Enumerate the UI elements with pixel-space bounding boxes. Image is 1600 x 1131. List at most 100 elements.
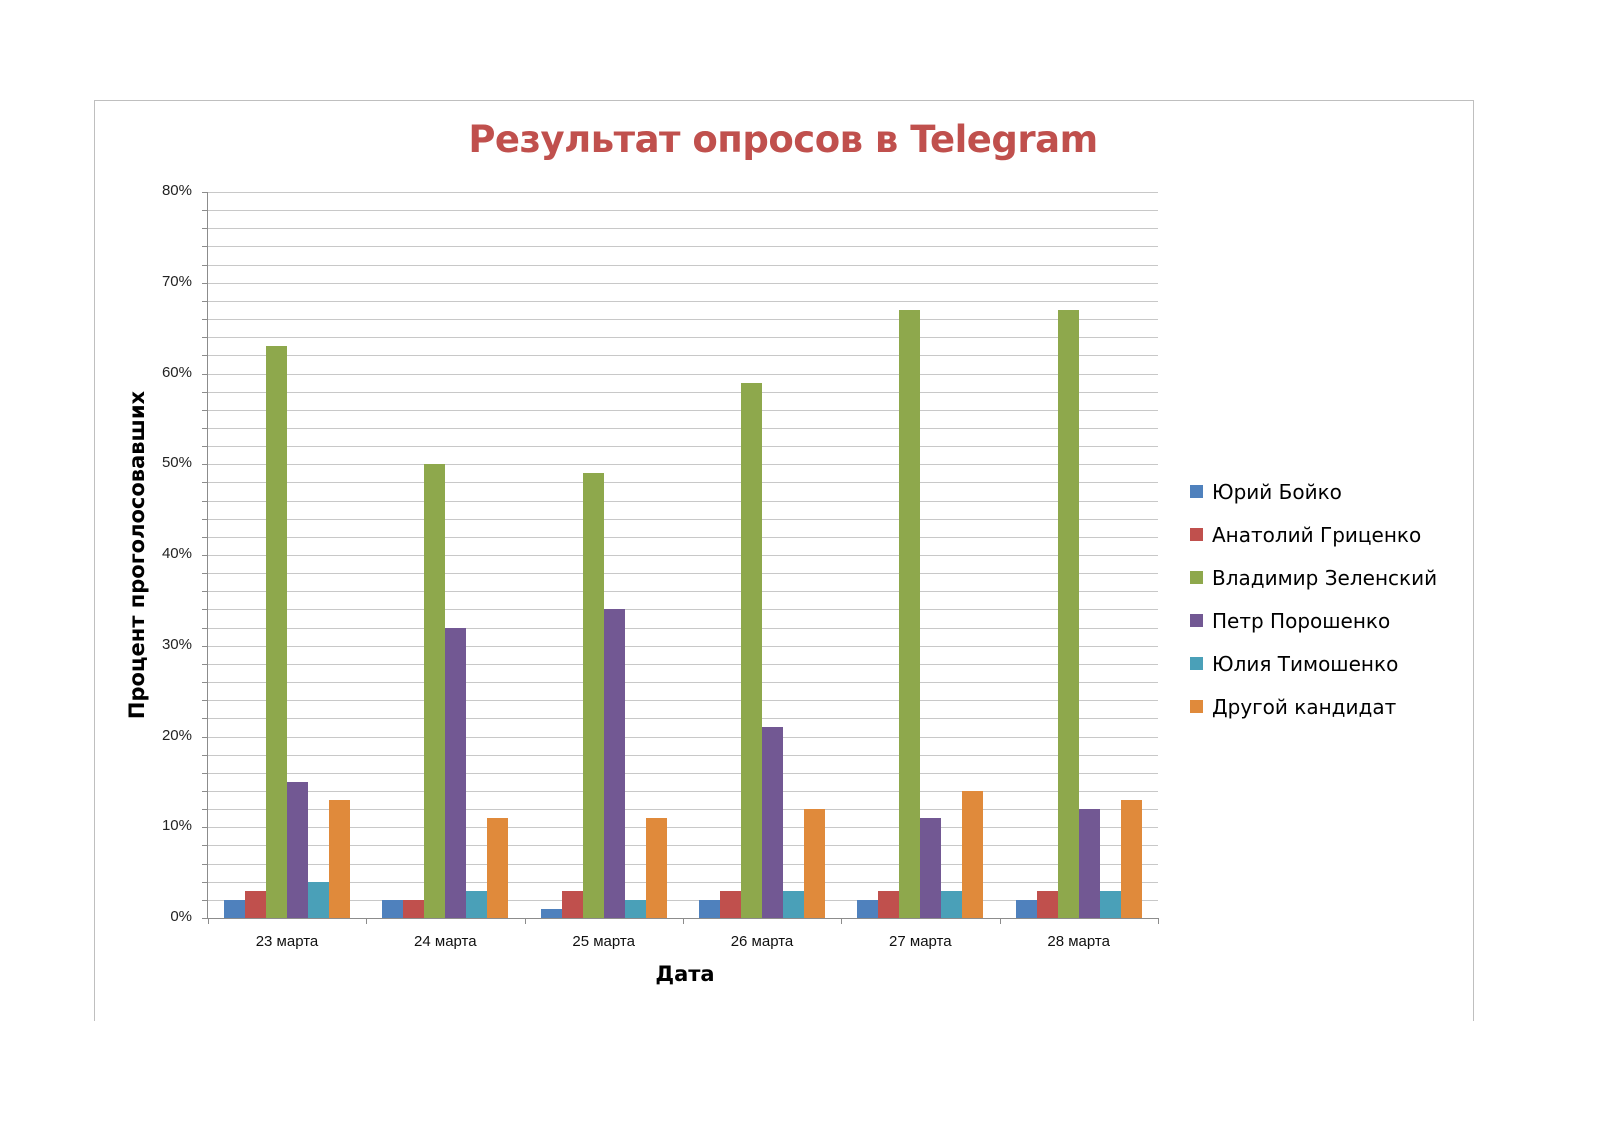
legend-swatch-icon <box>1190 614 1203 627</box>
gridline <box>208 863 1158 865</box>
bar <box>1036 890 1058 918</box>
y-tick-mark <box>202 881 208 883</box>
y-tick-mark <box>202 918 208 919</box>
x-axis-title: Дата <box>655 962 715 986</box>
legend-item: Другой кандидат <box>1190 685 1437 728</box>
gridline <box>208 228 1158 230</box>
bar <box>857 899 879 918</box>
y-tick-mark <box>202 682 208 684</box>
y-tick-mark <box>202 337 208 339</box>
bar <box>540 908 562 918</box>
bar <box>645 818 667 918</box>
bar <box>582 473 604 918</box>
bar <box>382 899 404 918</box>
bar <box>699 899 720 918</box>
bar <box>329 800 350 918</box>
gridline <box>208 790 1158 792</box>
gridline <box>208 246 1158 248</box>
y-tick-mark <box>202 446 208 448</box>
x-tick-mark <box>208 918 209 924</box>
y-tick-mark <box>202 627 208 629</box>
bar <box>1120 800 1142 918</box>
plot-area <box>208 192 1158 918</box>
y-tick-mark <box>202 772 208 774</box>
gridline <box>208 754 1158 756</box>
chart-frame <box>94 100 1474 1021</box>
y-tick-mark <box>202 464 208 466</box>
bar <box>445 627 467 918</box>
y-tick-mark <box>202 210 208 212</box>
gridline <box>208 355 1158 357</box>
legend-label: Петр Порошенко <box>1212 608 1391 633</box>
y-tick-mark <box>202 555 208 556</box>
x-tick-label: 27 марта <box>889 933 952 950</box>
bar <box>308 881 329 918</box>
gridline <box>208 518 1158 520</box>
gridline <box>208 264 1158 266</box>
y-tick-mark <box>202 573 208 575</box>
y-tick-label: 30% <box>161 635 192 653</box>
gridline <box>208 609 1158 611</box>
chart-title: Результат опросов в Telegram <box>468 118 1098 161</box>
y-tick-mark <box>202 645 208 647</box>
y-tick-mark <box>202 863 208 865</box>
gridline <box>208 809 1158 811</box>
gridline <box>208 663 1158 665</box>
y-tick-mark <box>202 536 208 538</box>
bar <box>403 899 425 918</box>
legend-item: Юрий Бойко <box>1190 470 1437 513</box>
gridline <box>208 210 1158 212</box>
legend-swatch-icon <box>1190 571 1203 584</box>
bar <box>1057 309 1079 918</box>
bar <box>603 609 625 918</box>
legend-label: Юлия Тимошенко <box>1212 651 1399 676</box>
y-tick-mark <box>202 736 208 738</box>
gridline <box>208 827 1158 829</box>
y-tick-label: 80% <box>161 182 192 199</box>
y-tick-mark <box>202 355 208 357</box>
bar <box>962 790 984 918</box>
y-tick-mark <box>202 609 208 611</box>
legend-item: Анатолий Гриценко <box>1190 513 1437 556</box>
gridline <box>208 573 1158 575</box>
legend-swatch-icon <box>1190 700 1203 713</box>
bar <box>899 309 921 918</box>
bar <box>287 781 308 918</box>
y-tick-mark <box>202 300 208 302</box>
y-tick-mark <box>202 482 208 484</box>
y-tick-mark <box>202 809 208 811</box>
gridline <box>208 536 1158 538</box>
gridline <box>208 446 1158 448</box>
bar <box>424 464 446 918</box>
bar <box>624 899 646 918</box>
bar <box>487 818 509 918</box>
y-tick-mark <box>202 663 208 665</box>
bar <box>720 890 741 918</box>
gridline <box>208 736 1158 738</box>
gridline <box>208 700 1158 702</box>
y-tick-mark <box>202 500 208 502</box>
gridline <box>208 899 1158 901</box>
x-tick-mark <box>1158 918 1159 924</box>
bar <box>224 899 245 918</box>
gridline <box>208 409 1158 411</box>
y-tick-mark <box>202 409 208 411</box>
legend-swatch-icon <box>1190 657 1203 670</box>
gridline <box>208 464 1158 466</box>
y-tick-mark <box>202 591 208 593</box>
legend-item: Юлия Тимошенко <box>1190 642 1437 685</box>
y-tick-mark <box>202 700 208 702</box>
y-tick-mark <box>202 373 208 375</box>
bar <box>804 809 825 918</box>
bar <box>941 890 963 918</box>
x-tick-mark <box>524 918 526 924</box>
y-tick-label: 20% <box>161 726 192 744</box>
gridline <box>208 427 1158 429</box>
bar <box>1099 890 1121 918</box>
gridline <box>208 482 1158 484</box>
legend-label: Другой кандидат <box>1212 694 1397 719</box>
x-tick-label: 25 марта <box>572 933 635 950</box>
bar <box>466 890 488 918</box>
y-axis-title: Процент проголосовавших <box>125 390 149 720</box>
gridline <box>208 645 1158 647</box>
